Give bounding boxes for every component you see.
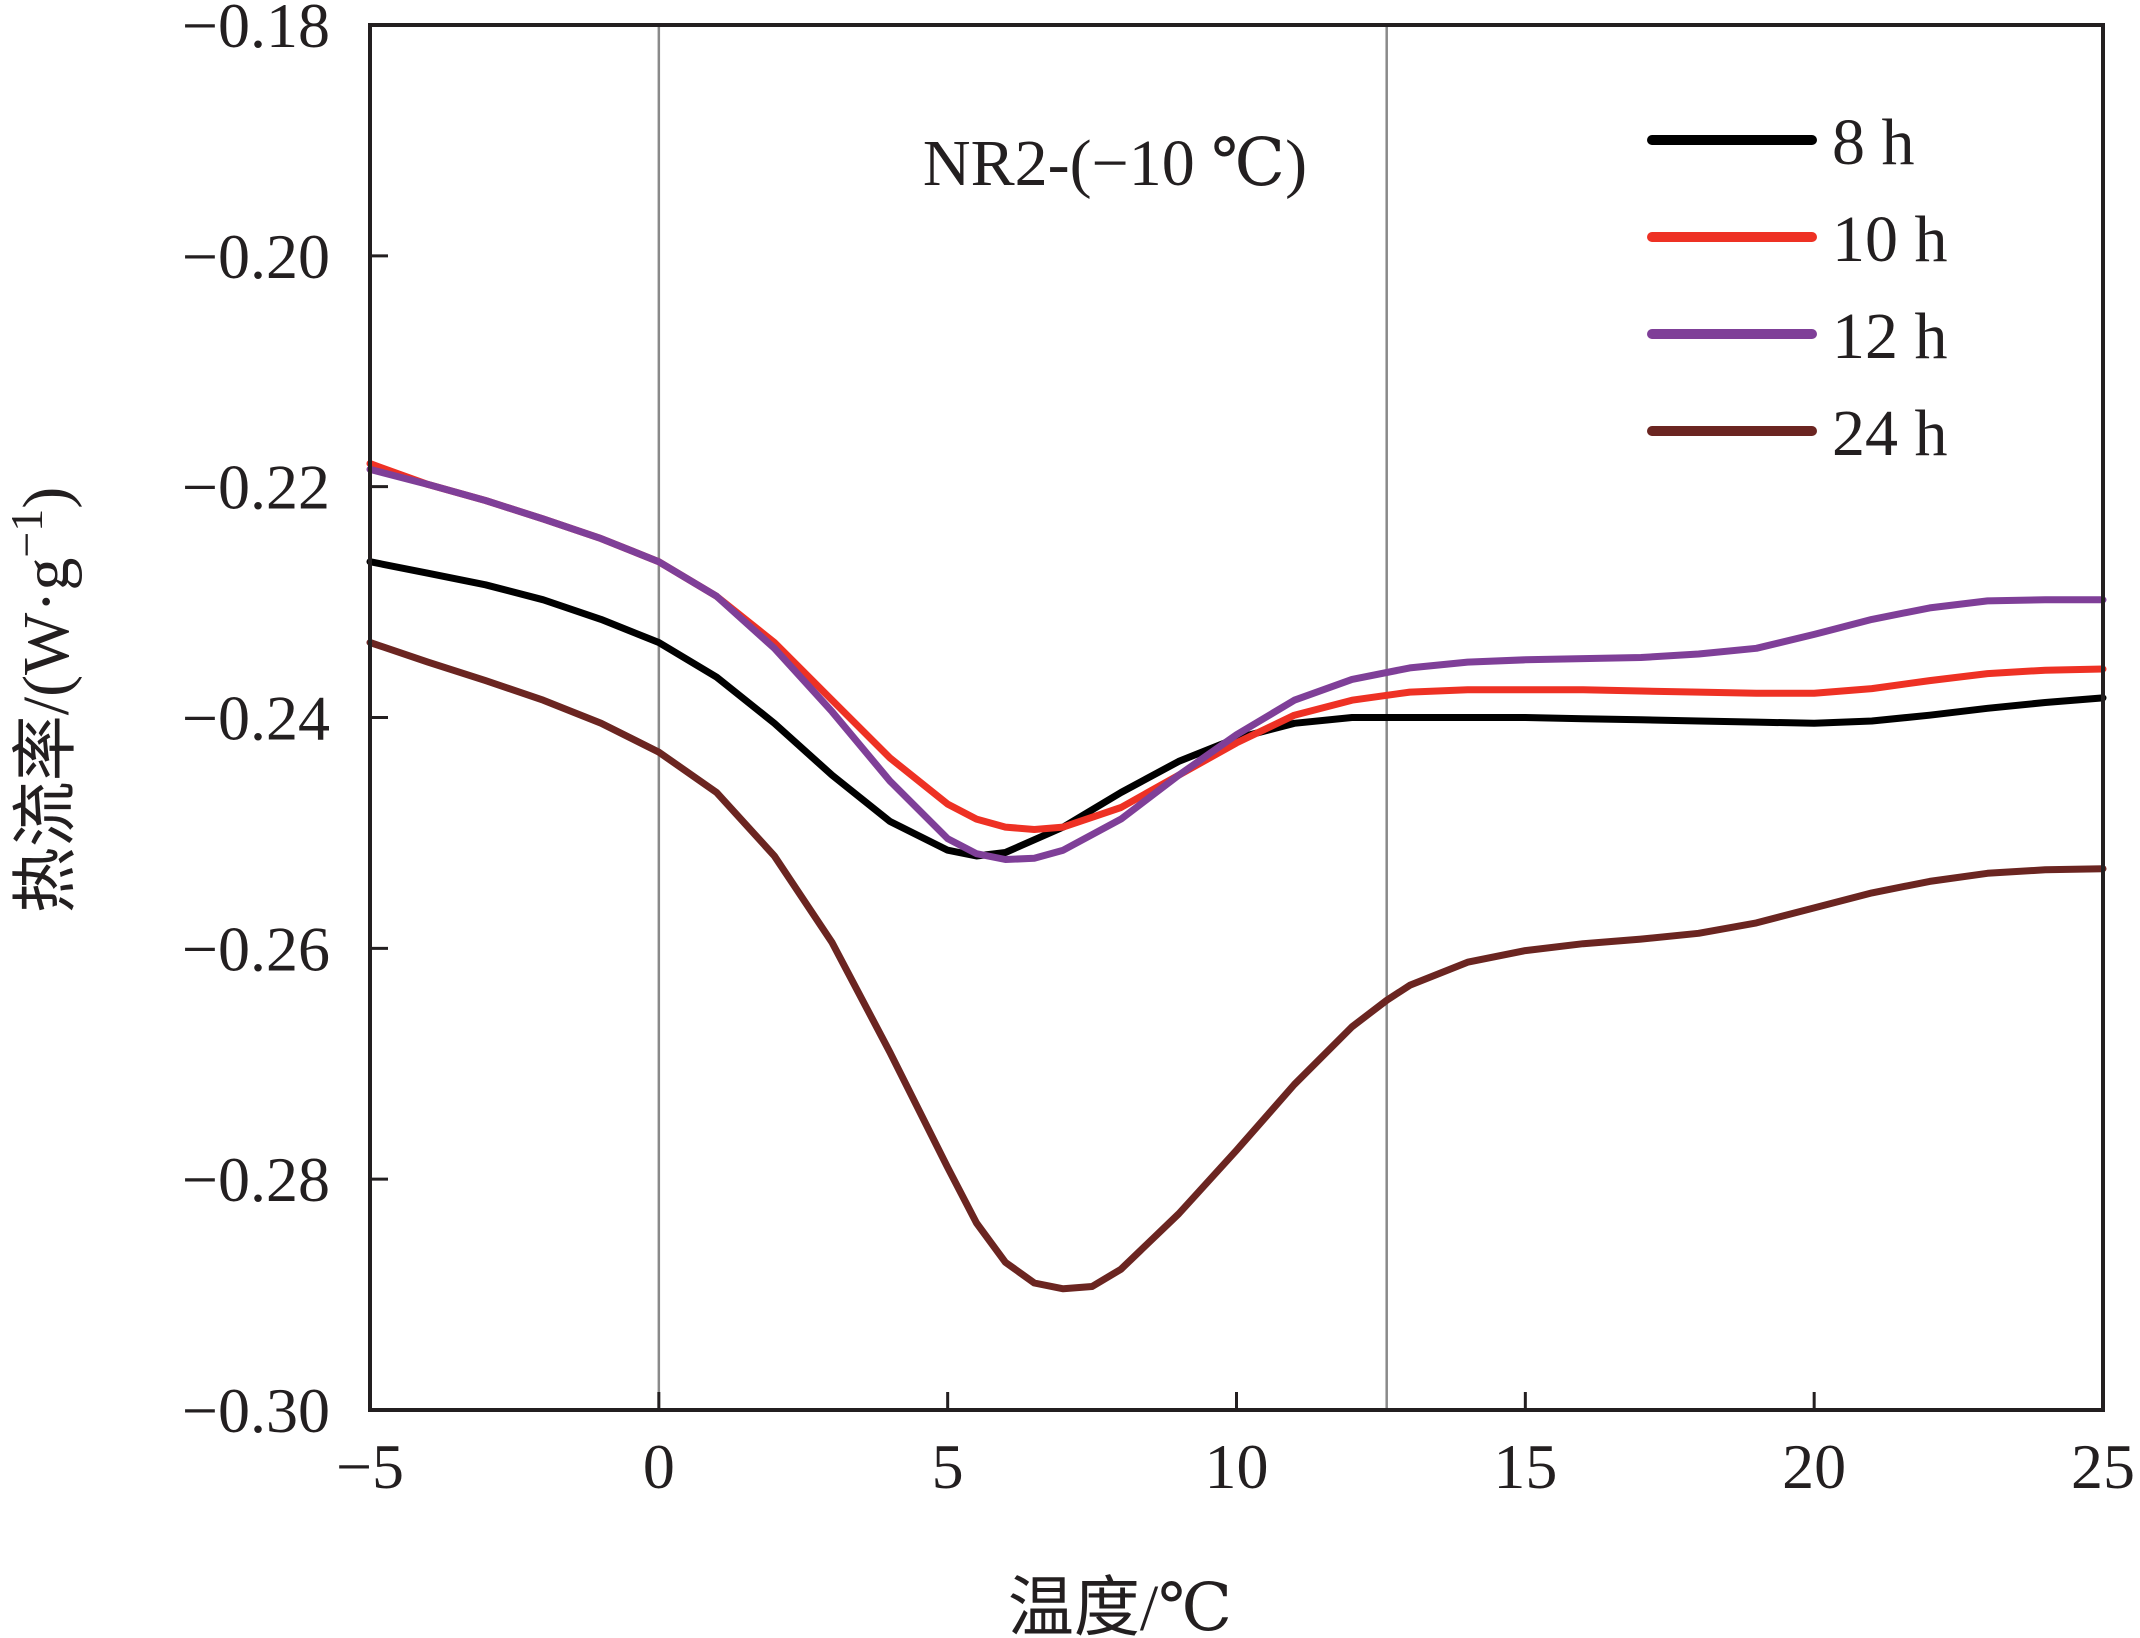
y-tick-label: −0.24 — [182, 683, 330, 754]
series-line-10h — [366, 460, 2107, 833]
y-axis-title-sup: −1 — [1, 509, 52, 558]
y-tick-label: −0.22 — [182, 452, 330, 523]
x-tick-label: 15 — [1493, 1431, 1557, 1502]
y-axis-title: 热流率/(W·g−1) — [1, 487, 83, 914]
y-axis: −0.30 −0.28 −0.26 −0.24 −0.22 −0.20 −0.18 — [182, 0, 388, 1446]
x-tick-label: 20 — [1782, 1431, 1846, 1502]
y-tick-label: −0.20 — [182, 221, 330, 292]
chart-annotation: NR2-(−10 ℃) — [923, 127, 1307, 200]
series-layer — [366, 460, 2107, 1293]
y-axis-title-base: 热流率/(W·g — [10, 558, 83, 914]
legend-label: 24 h — [1832, 397, 1948, 470]
legend: 8 h 10 h 12 h 24 h — [1647, 106, 1948, 470]
legend-label: 10 h — [1832, 203, 1948, 276]
x-tick-label: 10 — [1205, 1431, 1269, 1502]
y-tick-label: −0.18 — [182, 0, 330, 61]
y-tick-label: −0.30 — [182, 1375, 330, 1446]
x-tick-label: 0 — [643, 1431, 675, 1502]
x-tick-label: 25 — [2071, 1431, 2135, 1502]
legend-label: 12 h — [1832, 300, 1948, 373]
legend-label: 8 h — [1832, 106, 1915, 179]
y-tick-label: −0.28 — [182, 1144, 330, 1215]
x-axis-title: 温度/℃ — [1008, 1572, 1232, 1638]
y-tick-label: −0.26 — [182, 913, 330, 984]
series-line-12h — [366, 465, 2107, 863]
x-tick-label: −5 — [336, 1431, 404, 1502]
y-axis-title-close: ) — [10, 487, 83, 509]
series-line-8h — [366, 558, 2107, 860]
x-tick-label: 5 — [932, 1431, 964, 1502]
x-axis: −5 0 5 10 15 20 25 — [336, 1392, 2135, 1502]
series-line-24h — [366, 639, 2107, 1293]
